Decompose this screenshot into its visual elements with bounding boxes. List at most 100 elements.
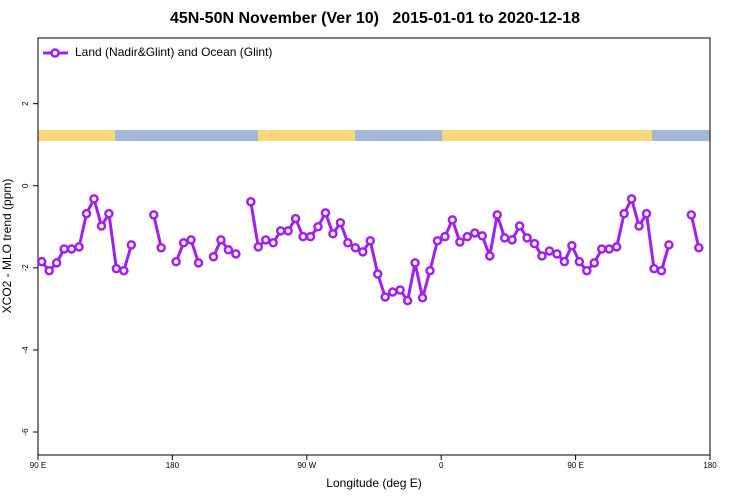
data-point [96,221,107,231]
data-point [111,263,122,274]
data-point [395,285,405,295]
data-point [537,251,547,261]
data-point [283,226,293,236]
data-point [268,238,278,248]
data-point [260,235,271,245]
data-point [380,292,390,302]
data-point [372,269,383,279]
data-point [231,249,241,259]
data-point [619,208,629,219]
data-point [313,222,323,232]
data-point [156,242,166,253]
data-point [686,210,697,220]
data-point [186,235,196,245]
data-point [447,215,458,225]
data-point [350,242,361,253]
data-point [358,247,368,257]
data-point [298,231,308,242]
data-point [470,228,480,238]
data-point [582,265,592,276]
data-point [484,251,495,261]
x-tick-label: 180 [166,461,180,470]
data-point [305,231,316,242]
data-point [171,256,181,267]
x-tick-label: 180 [703,461,717,470]
y-tick-label: -6 [21,428,30,436]
surface-band [38,130,710,141]
data-point [432,236,443,246]
data-point [208,252,219,262]
data-point [574,256,585,267]
data-point [290,213,301,224]
data-point [514,221,525,231]
data-point [694,242,704,253]
data-point [328,229,338,239]
data-point [552,249,562,259]
y-tick-label: -4 [21,346,30,354]
data-point [246,197,256,207]
data-point [44,265,54,276]
data-point [104,208,114,219]
data-point [223,245,234,255]
ocean-band [355,130,442,141]
data-point [320,208,331,218]
land-band [442,130,652,141]
data-point [343,238,353,248]
x-tick-label: 90 E [567,461,583,470]
y-tick-label: 0 [21,183,30,188]
data-point [455,237,465,247]
data-point [440,231,450,242]
data-point [74,242,84,252]
data-point [89,194,99,204]
x-tick-label: 0 [439,461,444,470]
data-point [417,293,428,303]
data-point [522,233,532,243]
data-point [492,210,502,220]
ocean-band [652,130,710,141]
data-point [626,194,637,204]
chart-title: 45N-50N November (Ver 10) 2015-01-01 to … [170,10,580,27]
data-point [148,210,159,220]
data-point [649,263,659,274]
x-tick-label: 90 E [30,461,46,470]
data-point [178,238,189,248]
data-point [425,265,435,276]
x-axis-label: Longitude (deg E) [326,476,421,490]
data-point [365,236,376,246]
data-point [126,240,137,250]
data-point [36,256,47,267]
legend-marker [50,48,60,58]
data-point [119,265,129,276]
data-point [596,244,607,254]
data-point [589,258,600,268]
data-point [275,226,286,236]
data-point [477,231,488,241]
data-point [604,244,614,254]
data-point [544,246,555,256]
data-point [335,217,346,228]
data-point [499,233,510,243]
ocean-band [115,130,258,141]
data-point [59,244,69,254]
land-band [38,130,115,141]
data-point [462,231,473,242]
data-point [641,208,652,219]
plot-frame [37,37,711,456]
data-point [66,244,77,254]
data-point [402,295,413,306]
data-point [529,238,540,249]
data-point [567,240,577,251]
data-point [81,208,92,219]
data-point [559,256,570,267]
data-point [656,265,667,276]
data-point [387,287,398,297]
data-point [253,242,264,252]
y-tick-label: 2 [21,101,30,106]
data-point [216,235,226,245]
data-point [611,242,622,252]
data-point [51,258,62,268]
data-point [664,240,674,250]
x-tick-label: 90 W [297,461,316,470]
y-tick-label: -2 [21,264,30,272]
